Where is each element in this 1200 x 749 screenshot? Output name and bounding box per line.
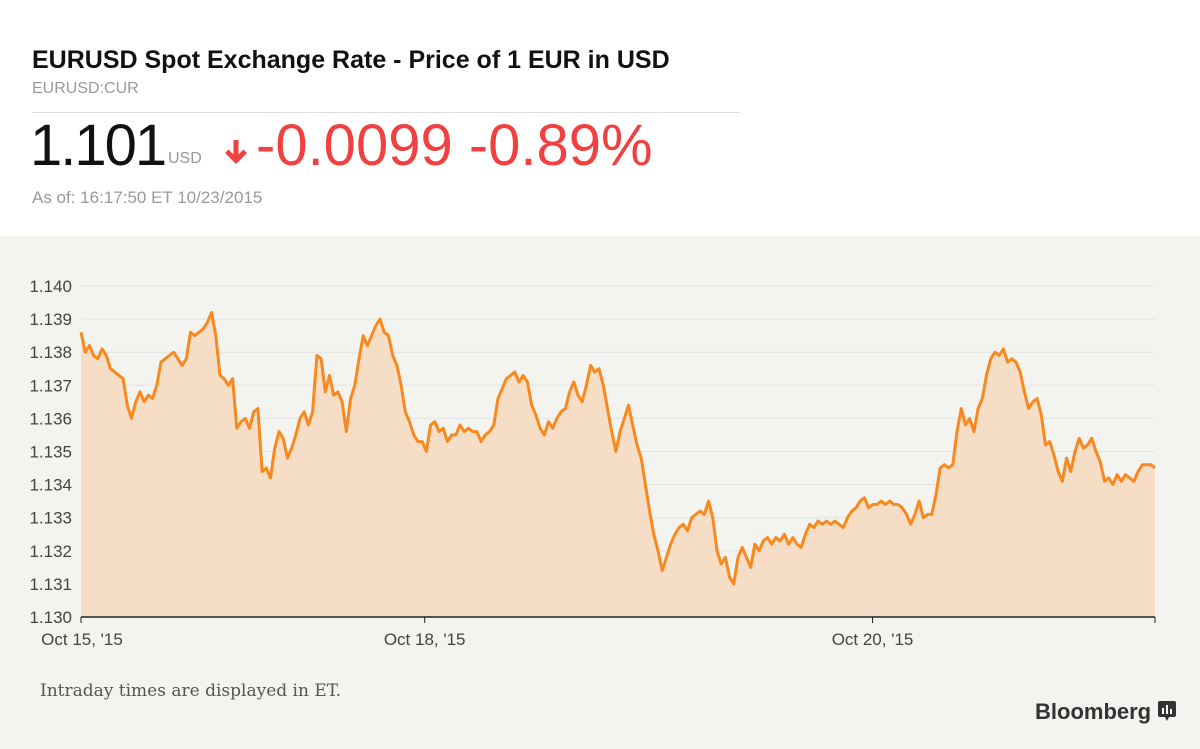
y-tick-label: 1.134 <box>29 476 72 495</box>
price-value: 1.101 <box>30 113 167 178</box>
y-tick-label: 1.137 <box>29 376 72 395</box>
footnote: Intraday times are displayed in ET. <box>40 681 341 701</box>
y-tick-label: 1.135 <box>29 443 72 462</box>
timestamp: As of: 16:17:50 ET 10/23/2015 <box>32 188 263 207</box>
bloomberg-chart-icon <box>1158 701 1176 721</box>
area-fill <box>81 312 1155 617</box>
y-tick-label: 1.139 <box>29 310 72 329</box>
y-tick-label: 1.136 <box>29 409 72 428</box>
x-tick-label: Oct 18, '15 <box>384 630 466 649</box>
y-tick-label: 1.133 <box>29 509 72 528</box>
x-tick-label: Oct 20, '15 <box>832 630 914 649</box>
price-change: -0.0099 -0.89% <box>256 113 653 178</box>
ticker-symbol: EURUSD:CUR <box>32 80 139 97</box>
y-tick-label: 1.130 <box>29 608 72 627</box>
x-tick-label: Oct 15, '15 <box>41 630 123 649</box>
divider <box>32 112 740 113</box>
page-title: EURUSD Spot Exchange Rate - Price of 1 E… <box>32 46 670 74</box>
y-tick-label: 1.140 <box>29 277 72 296</box>
brand-logo: Bloomberg <box>1035 699 1152 724</box>
y-tick-label: 1.138 <box>29 343 72 362</box>
price-chart: 1.140 1.139 1.138 1.137 1.136 1.135 1.134 1.133… <box>29 277 1156 649</box>
series-line <box>79 311 1156 586</box>
down-arrow-icon <box>225 140 247 164</box>
y-tick-label: 1.132 <box>29 542 72 561</box>
y-tick-label: 1.131 <box>29 575 72 594</box>
header-panel: EURUSD Spot Exchange Rate - Price of 1 E… <box>0 0 1200 236</box>
currency-label: USD <box>168 150 202 167</box>
